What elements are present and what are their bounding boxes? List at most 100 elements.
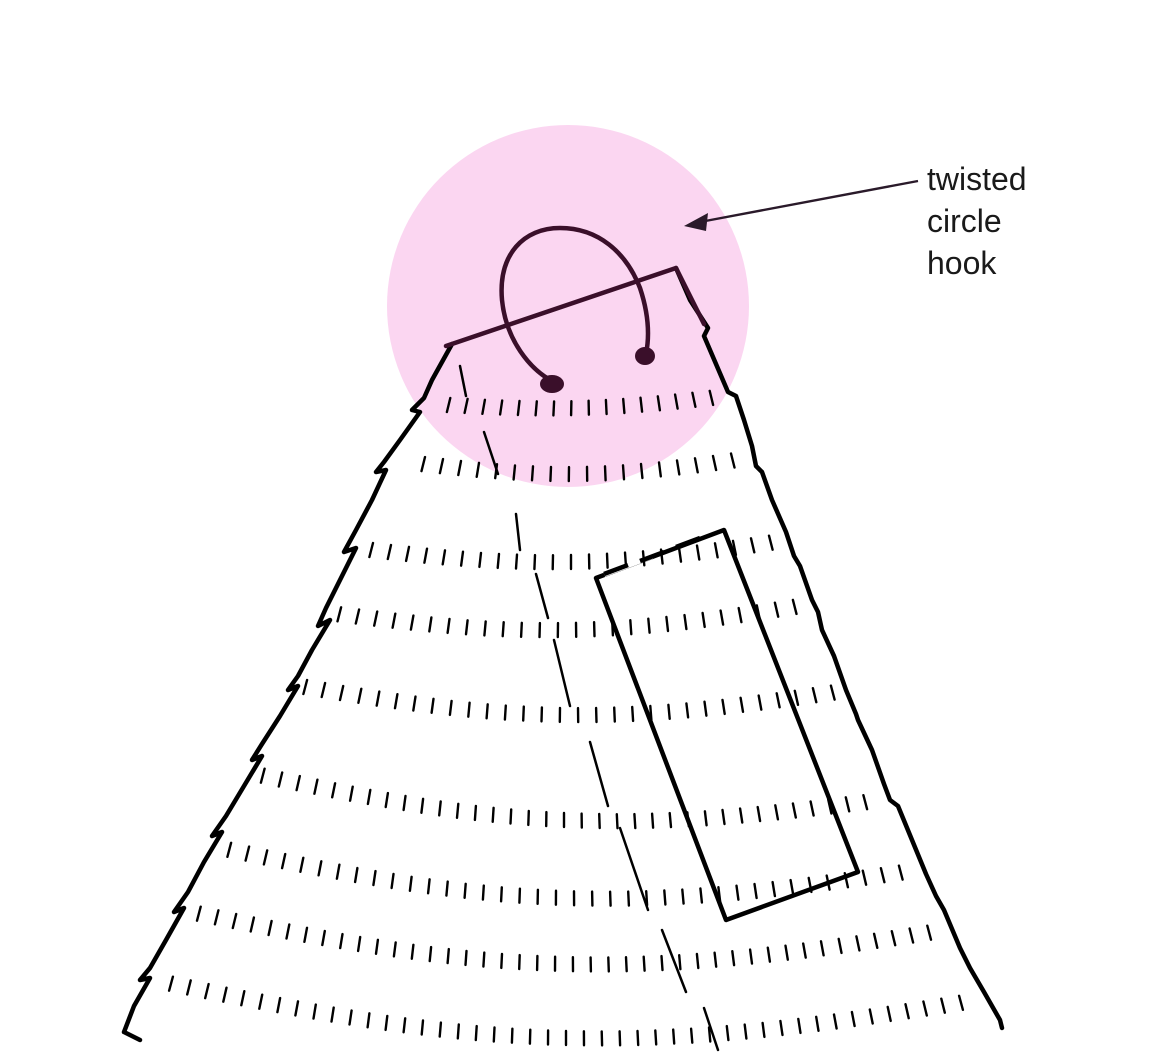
stitch-mark — [455, 802, 460, 819]
stitch-mark — [872, 932, 879, 949]
stitch-mark — [335, 863, 341, 880]
stitch-mark — [729, 452, 736, 469]
stitch-mark — [650, 812, 655, 829]
stitch-mark — [510, 1027, 514, 1044]
stitch-mark — [366, 1012, 371, 1029]
stitch-mark — [438, 457, 445, 475]
stitch-mark — [338, 684, 345, 702]
stitch-mark — [668, 811, 673, 829]
basket-outline — [121, 265, 1005, 1043]
stitch-mark — [649, 704, 653, 722]
stitch-mark — [467, 701, 471, 718]
stitch-mark — [605, 552, 609, 569]
stitch-mark — [855, 935, 861, 952]
stitch-rows — [167, 389, 965, 1047]
stitch-mark — [862, 794, 869, 811]
stitch-mark — [791, 598, 798, 616]
stitch-mark — [446, 947, 450, 965]
stitch-mark — [707, 1026, 712, 1043]
stitch-mark — [689, 1027, 694, 1044]
stitch-mark — [829, 684, 836, 701]
stitch-mark — [384, 1014, 389, 1032]
stitch-mark — [482, 951, 486, 968]
stitch-mark — [755, 604, 761, 621]
stitch-mark — [317, 860, 323, 877]
stitch-mark — [825, 874, 831, 891]
stitch-mark — [779, 1019, 784, 1037]
stitch-mark — [412, 695, 417, 712]
stitch-mark — [366, 788, 372, 806]
stitch-mark — [641, 550, 646, 567]
stitch-mark — [276, 996, 282, 1014]
stitch-mark — [408, 875, 413, 892]
stitch-mark — [615, 813, 619, 830]
stitch-mark — [428, 945, 433, 963]
stitch-mark — [348, 1009, 353, 1026]
stitch-mark — [629, 619, 633, 636]
stitch-mark — [231, 912, 238, 930]
stitch-mark — [402, 1017, 407, 1034]
stitch-mark — [827, 798, 833, 815]
stitch-mark — [203, 982, 210, 1000]
stitch-mark — [498, 399, 504, 416]
stitch-mark — [420, 1019, 425, 1036]
stitch-mark — [737, 606, 743, 624]
stitch-mark — [908, 927, 915, 944]
stitch-mark — [639, 396, 644, 413]
stitch-mark — [735, 884, 740, 901]
stitch-mark — [185, 979, 192, 996]
stitch-mark — [667, 703, 671, 720]
stitch-mark — [691, 391, 697, 408]
stitch-mark — [426, 878, 431, 895]
stitch-mark — [837, 937, 843, 955]
stitch-mark — [258, 993, 264, 1010]
stitch-mark — [428, 616, 433, 633]
pocket-panel — [593, 527, 861, 923]
stitch-mark — [384, 791, 390, 809]
stitch-mark — [481, 398, 487, 415]
stitch-mark — [357, 687, 363, 704]
stitch-mark — [713, 542, 719, 559]
stitch-mark — [249, 916, 256, 933]
stitch-mark — [285, 923, 291, 940]
stitch-mark — [761, 1021, 766, 1039]
stitch-mark — [522, 705, 525, 722]
stitch-mark — [809, 800, 815, 817]
stitch-mark — [717, 886, 722, 903]
stitch-mark — [441, 549, 447, 566]
stitch-mark — [767, 534, 774, 551]
stitch-mark — [926, 924, 933, 941]
stitch-mark — [446, 617, 451, 635]
stitch-mark — [695, 952, 700, 970]
stitch-mark — [483, 620, 487, 637]
stitch-mark — [516, 399, 521, 417]
stitch-mark — [636, 1029, 640, 1047]
stitch-mark — [678, 954, 682, 971]
stitch-mark — [222, 986, 228, 1003]
stitch-mark — [267, 919, 273, 937]
stitch-mark — [633, 812, 637, 830]
stitch-mark — [391, 612, 397, 629]
stitch-mark — [904, 1003, 910, 1020]
stitch-mark — [673, 393, 679, 410]
annotation-line-2: circle — [927, 203, 1002, 239]
stitch-mark — [430, 697, 435, 714]
stitch-mark — [703, 810, 708, 827]
stitch-mark — [475, 461, 481, 478]
stitch-mark — [603, 465, 607, 482]
stitch-mark — [721, 698, 726, 716]
stitch-mark — [456, 1023, 460, 1040]
stitch-mark — [518, 953, 521, 971]
stitch-mark — [348, 785, 354, 802]
stitch-mark — [463, 882, 467, 899]
stitch-mark — [675, 459, 681, 476]
stitch-mark — [844, 796, 851, 813]
stitch-mark — [604, 398, 608, 416]
stitch-mark — [739, 696, 745, 713]
stitch-mark — [356, 935, 362, 953]
stitch-mark — [509, 808, 513, 825]
stitch-mark — [494, 463, 499, 480]
stitch-mark — [373, 610, 379, 627]
stitch-mark — [496, 552, 501, 570]
